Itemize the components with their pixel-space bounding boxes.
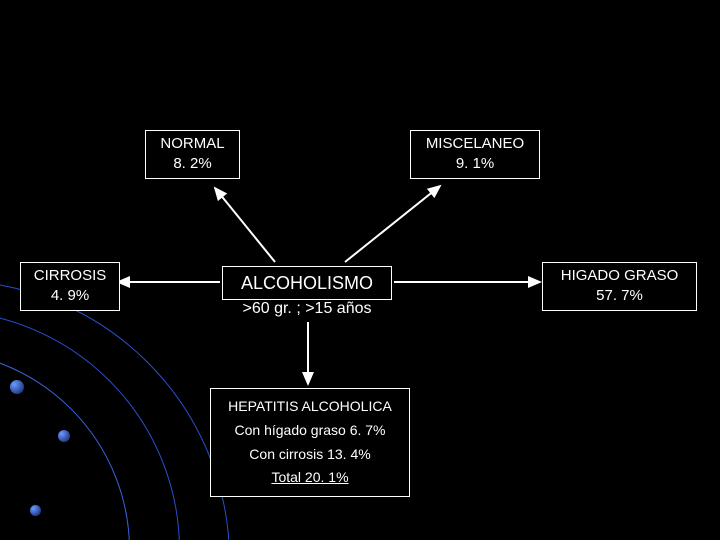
- node-higado-graso: HIGADO GRASO 57. 7%: [542, 262, 697, 311]
- decorative-sphere-1: [10, 380, 24, 394]
- node-center-label: ALCOHOLISMO: [241, 273, 373, 293]
- node-cirrosis-value: 4. 9%: [27, 286, 113, 306]
- decorative-sphere-2: [58, 430, 70, 442]
- node-hepatitis-line-0: Con hígado graso 6. 7%: [215, 419, 405, 443]
- decorative-arc-3: [0, 350, 130, 540]
- node-miscelaneo-value: 9. 1%: [417, 154, 533, 174]
- node-cirrosis-label: CIRROSIS: [27, 266, 113, 286]
- node-hepatitis: HEPATITIS ALCOHOLICA Con hígado graso 6.…: [210, 388, 410, 497]
- node-center-subtitle: >60 gr. ; >15 años: [222, 300, 392, 318]
- node-cirrosis: CIRROSIS 4. 9%: [20, 262, 120, 311]
- node-higado-graso-value: 57. 7%: [549, 286, 690, 306]
- node-higado-graso-label: HIGADO GRASO: [549, 266, 690, 286]
- node-normal-label: NORMAL: [152, 134, 233, 154]
- node-center: ALCOHOLISMO: [222, 266, 392, 300]
- node-normal: NORMAL 8. 2%: [145, 130, 240, 179]
- node-miscelaneo: MISCELANEO 9. 1%: [410, 130, 540, 179]
- node-hepatitis-line-1: Con cirrosis 13. 4%: [215, 443, 405, 467]
- node-normal-value: 8. 2%: [152, 154, 233, 174]
- decorative-arc-1: [0, 280, 230, 540]
- decorative-arc-2: [0, 310, 180, 540]
- node-hepatitis-line-2: Total 20. 1%: [215, 466, 405, 490]
- node-miscelaneo-label: MISCELANEO: [417, 134, 533, 154]
- decorative-sphere-3: [30, 505, 41, 516]
- node-hepatitis-title: HEPATITIS ALCOHOLICA: [215, 395, 405, 419]
